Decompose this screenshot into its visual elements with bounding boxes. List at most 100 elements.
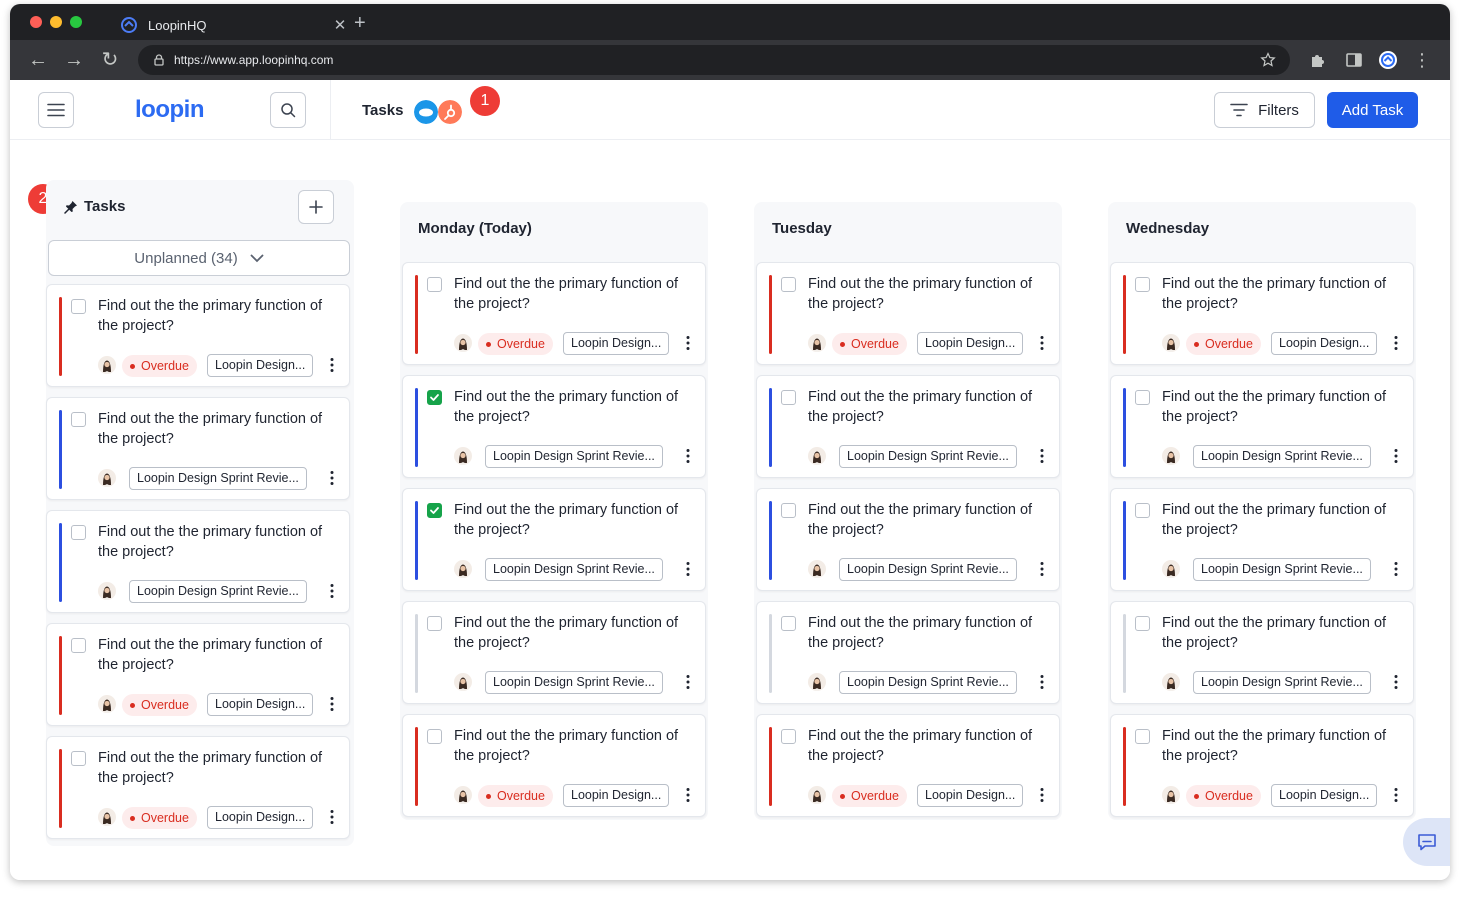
kebab-icon[interactable] — [684, 448, 692, 464]
task-title[interactable]: Find out the the primary function of the… — [454, 276, 679, 312]
project-tag[interactable]: Loopin Design Sprint Revie... — [839, 558, 1017, 581]
kebab-icon[interactable] — [684, 674, 692, 690]
close-tab-icon[interactable]: ✕ — [333, 17, 347, 34]
task-title[interactable]: Find out the the primary function of the… — [808, 615, 1033, 651]
assignee-avatar[interactable] — [454, 673, 472, 691]
task-checkbox[interactable] — [781, 277, 796, 292]
task-checkbox[interactable] — [1135, 616, 1150, 631]
project-tag[interactable]: Loopin Design... — [1271, 332, 1378, 355]
task-title[interactable]: Find out the the primary function of the… — [1162, 502, 1387, 538]
task-checkbox[interactable] — [427, 729, 442, 744]
task-title[interactable]: Find out the the primary function of the… — [454, 615, 679, 651]
minimize-window-button[interactable] — [50, 16, 62, 28]
project-tag[interactable]: Loopin Design Sprint Revie... — [1193, 558, 1371, 581]
kebab-icon[interactable] — [328, 583, 336, 599]
assignee-avatar[interactable] — [1162, 673, 1180, 691]
task-checkbox[interactable] — [427, 503, 442, 518]
task-title[interactable]: Find out the the primary function of the… — [1162, 615, 1387, 651]
task-card[interactable]: Find out the the primary function of the… — [402, 714, 706, 817]
task-checkbox[interactable] — [71, 412, 86, 427]
task-checkbox[interactable] — [781, 390, 796, 405]
task-card[interactable]: Find out the the primary function of the… — [402, 488, 706, 591]
task-title[interactable]: Find out the the primary function of the… — [98, 637, 323, 673]
task-title[interactable]: Find out the the primary function of the… — [808, 502, 1033, 538]
forward-icon[interactable]: → — [64, 49, 84, 71]
assignee-avatar[interactable] — [454, 560, 472, 578]
task-checkbox[interactable] — [427, 277, 442, 292]
task-title[interactable]: Find out the the primary function of the… — [808, 728, 1033, 764]
task-card[interactable]: Find out the the primary function of the… — [46, 623, 350, 726]
assignee-avatar[interactable] — [454, 786, 472, 804]
task-card[interactable]: Find out the the primary function of the… — [402, 262, 706, 365]
assignee-avatar[interactable] — [98, 695, 116, 713]
task-checkbox[interactable] — [427, 390, 442, 405]
project-tag[interactable]: Loopin Design Sprint Revie... — [485, 671, 663, 694]
kebab-icon[interactable] — [684, 787, 692, 803]
search-button[interactable] — [270, 92, 306, 128]
kebab-icon[interactable] — [328, 809, 336, 825]
kebab-icon[interactable] — [1038, 787, 1046, 803]
task-title[interactable]: Find out the the primary function of the… — [98, 524, 323, 560]
assignee-avatar[interactable] — [98, 356, 116, 374]
project-tag[interactable]: Loopin Design... — [1271, 784, 1378, 807]
task-checkbox[interactable] — [781, 503, 796, 518]
kebab-icon[interactable] — [1392, 674, 1400, 690]
browser-tab[interactable]: LoopinHQ ✕ — [110, 10, 350, 40]
project-tag[interactable]: Loopin Design Sprint Revie... — [1193, 671, 1371, 694]
extensions-icon[interactable] — [1308, 50, 1328, 70]
project-tag[interactable]: Loopin Design... — [563, 332, 670, 355]
task-card[interactable]: Find out the the primary function of the… — [1110, 714, 1414, 817]
assignee-avatar[interactable] — [98, 469, 116, 487]
task-card[interactable]: Find out the the primary function of the… — [756, 714, 1060, 817]
task-checkbox[interactable] — [1135, 503, 1150, 518]
task-card[interactable]: Find out the the primary function of the… — [1110, 375, 1414, 478]
kebab-icon[interactable] — [1038, 561, 1046, 577]
close-window-button[interactable] — [30, 16, 42, 28]
menu-button[interactable] — [38, 92, 74, 128]
task-title[interactable]: Find out the the primary function of the… — [454, 389, 679, 425]
loopin-logo[interactable]: loopin — [135, 96, 204, 123]
kebab-icon[interactable] — [1038, 335, 1046, 351]
assignee-avatar[interactable] — [454, 334, 472, 352]
assignee-avatar[interactable] — [1162, 334, 1180, 352]
task-card[interactable]: Find out the the primary function of the… — [756, 488, 1060, 591]
task-card[interactable]: Find out the the primary function of the… — [46, 736, 350, 839]
kebab-icon[interactable] — [1038, 674, 1046, 690]
task-card[interactable]: Find out the the primary function of the… — [46, 510, 350, 613]
project-tag[interactable]: Loopin Design... — [917, 784, 1024, 807]
assignee-avatar[interactable] — [808, 334, 826, 352]
kebab-icon[interactable] — [1392, 561, 1400, 577]
task-title[interactable]: Find out the the primary function of the… — [1162, 728, 1387, 764]
kebab-icon[interactable] — [1392, 335, 1400, 351]
task-card[interactable]: Find out the the primary function of the… — [46, 397, 350, 500]
kebab-icon[interactable] — [684, 335, 692, 351]
kebab-icon[interactable] — [1038, 448, 1046, 464]
assignee-avatar[interactable] — [1162, 560, 1180, 578]
task-title[interactable]: Find out the the primary function of the… — [454, 728, 679, 764]
task-checkbox[interactable] — [427, 616, 442, 631]
browser-menu-icon[interactable]: ⋮ — [1413, 50, 1431, 70]
task-checkbox[interactable] — [1135, 277, 1150, 292]
task-title[interactable]: Find out the the primary function of the… — [808, 276, 1033, 312]
task-checkbox[interactable] — [71, 299, 86, 314]
assignee-avatar[interactable] — [808, 786, 826, 804]
kebab-icon[interactable] — [328, 357, 336, 373]
task-card[interactable]: Find out the the primary function of the… — [756, 601, 1060, 704]
project-tag[interactable]: Loopin Design Sprint Revie... — [129, 467, 307, 490]
task-title[interactable]: Find out the the primary function of the… — [454, 502, 679, 538]
task-card[interactable]: Find out the the primary function of the… — [1110, 488, 1414, 591]
address-bar[interactable]: https://www.app.loopinhq.com — [138, 45, 1290, 75]
project-tag[interactable]: Loopin Design... — [207, 693, 314, 716]
project-tag[interactable]: Loopin Design... — [207, 806, 314, 829]
task-checkbox[interactable] — [781, 729, 796, 744]
add-task-button[interactable]: Add Task — [1327, 92, 1418, 128]
assignee-avatar[interactable] — [808, 673, 826, 691]
task-checkbox[interactable] — [71, 751, 86, 766]
kebab-icon[interactable] — [684, 561, 692, 577]
task-card[interactable]: Find out the the primary function of the… — [1110, 262, 1414, 365]
add-unplanned-task-button[interactable] — [298, 190, 334, 224]
assignee-avatar[interactable] — [1162, 447, 1180, 465]
project-tag[interactable]: Loopin Design Sprint Revie... — [485, 445, 663, 468]
assignee-avatar[interactable] — [454, 447, 472, 465]
chat-button[interactable] — [1403, 818, 1450, 866]
